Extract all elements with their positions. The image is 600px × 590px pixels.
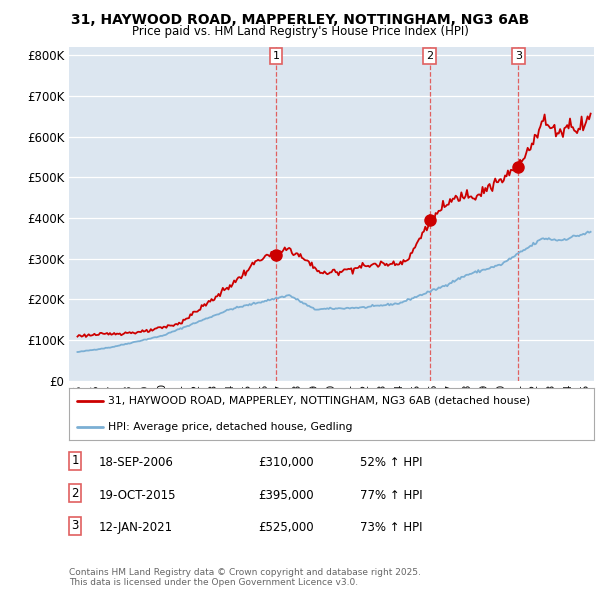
Text: £395,000: £395,000	[258, 489, 314, 502]
Text: 12-JAN-2021: 12-JAN-2021	[99, 521, 173, 534]
Text: £525,000: £525,000	[258, 521, 314, 534]
Text: 3: 3	[71, 519, 79, 532]
Text: Price paid vs. HM Land Registry's House Price Index (HPI): Price paid vs. HM Land Registry's House …	[131, 25, 469, 38]
Text: 52% ↑ HPI: 52% ↑ HPI	[360, 456, 422, 469]
Text: 31, HAYWOOD ROAD, MAPPERLEY, NOTTINGHAM, NG3 6AB: 31, HAYWOOD ROAD, MAPPERLEY, NOTTINGHAM,…	[71, 13, 529, 27]
Text: 18-SEP-2006: 18-SEP-2006	[99, 456, 174, 469]
Text: 77% ↑ HPI: 77% ↑ HPI	[360, 489, 422, 502]
Text: 2: 2	[71, 487, 79, 500]
Text: 1: 1	[71, 454, 79, 467]
Text: 73% ↑ HPI: 73% ↑ HPI	[360, 521, 422, 534]
Text: 19-OCT-2015: 19-OCT-2015	[99, 489, 176, 502]
Text: £310,000: £310,000	[258, 456, 314, 469]
Text: 1: 1	[272, 51, 280, 61]
Text: HPI: Average price, detached house, Gedling: HPI: Average price, detached house, Gedl…	[109, 422, 353, 431]
Text: 3: 3	[515, 51, 522, 61]
Text: 2: 2	[426, 51, 433, 61]
Text: Contains HM Land Registry data © Crown copyright and database right 2025.
This d: Contains HM Land Registry data © Crown c…	[69, 568, 421, 587]
Text: 31, HAYWOOD ROAD, MAPPERLEY, NOTTINGHAM, NG3 6AB (detached house): 31, HAYWOOD ROAD, MAPPERLEY, NOTTINGHAM,…	[109, 396, 530, 405]
